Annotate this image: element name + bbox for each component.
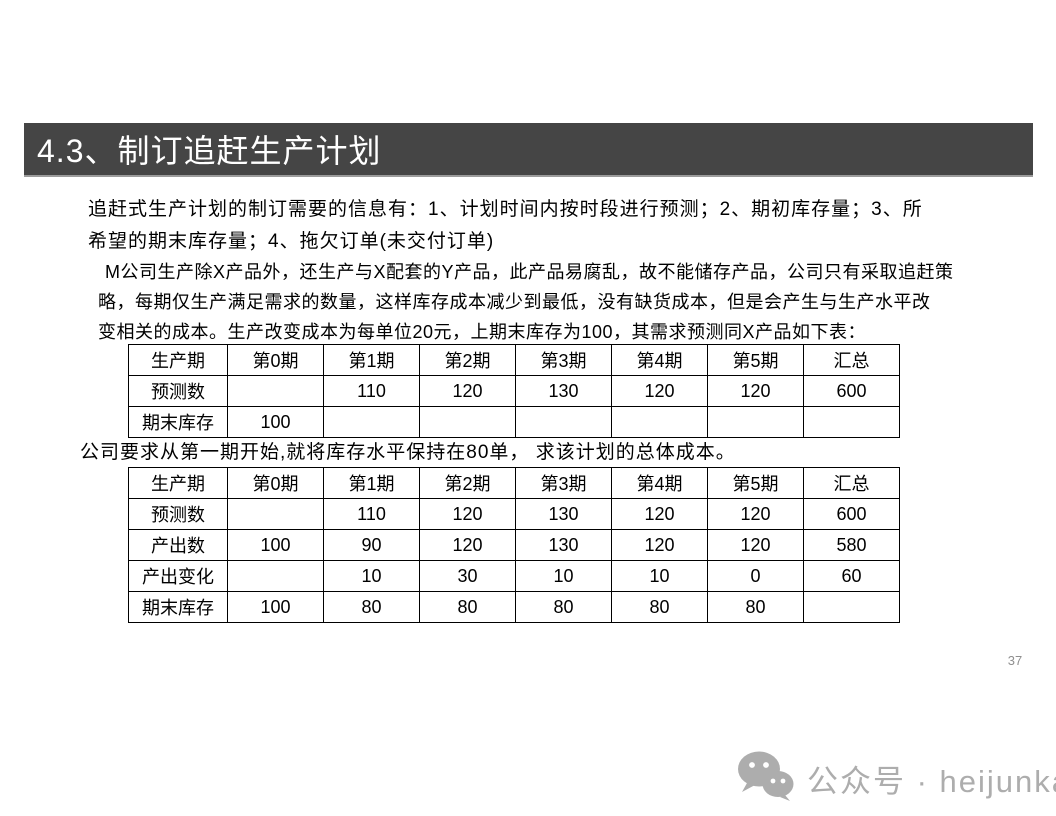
table-cell: 110 bbox=[323, 498, 420, 530]
table-header-cell: 第1期 bbox=[323, 344, 420, 376]
table-row: 预测数 110 120 130 120 120 600 bbox=[128, 498, 900, 530]
table-cell bbox=[227, 498, 324, 530]
table-cell bbox=[707, 406, 804, 438]
question-text: 公司要求从第一期开始,就将库存水平保持在80单， 求该计划的总体成本。 bbox=[80, 442, 736, 463]
table-cell: 130 bbox=[515, 375, 612, 407]
table-cell bbox=[227, 375, 324, 407]
table-row: 期末库存 100 80 80 80 80 80 bbox=[128, 591, 900, 623]
table-cell: 120 bbox=[707, 529, 804, 561]
table-header-cell: 第1期 bbox=[323, 467, 420, 499]
table-cell: 120 bbox=[707, 498, 804, 530]
text-line: 希望的期末库存量；4、拖欠订单(未交付订单) bbox=[88, 231, 495, 252]
table-header-cell: 汇总 bbox=[803, 467, 900, 499]
table-cell: 100 bbox=[227, 406, 324, 438]
table-header-cell: 第0期 bbox=[227, 467, 324, 499]
table-cell: 110 bbox=[323, 375, 420, 407]
table-row: 预测数 110 120 130 120 120 600 bbox=[128, 375, 900, 407]
table-cell: 90 bbox=[323, 529, 420, 561]
table-cell bbox=[419, 406, 516, 438]
table-cell: 120 bbox=[419, 529, 516, 561]
table-cell: 120 bbox=[707, 375, 804, 407]
text-line: 略，每期仅生产满足需求的数量，这样库存成本减少到最低，没有缺货成本，但是会产生与… bbox=[98, 292, 931, 312]
table-cell: 0 bbox=[707, 560, 804, 592]
table-cell: 120 bbox=[611, 529, 708, 561]
page-number: 37 bbox=[1007, 653, 1023, 668]
table-header-row: 生产期 第0期 第1期 第2期 第3期 第4期 第5期 汇总 bbox=[128, 467, 900, 499]
table-cell: 130 bbox=[515, 498, 612, 530]
text-line: M公司生产除X产品外，还生产与X配套的Y产品，此产品易腐乱，故不能储存产品，公司… bbox=[105, 262, 954, 282]
table-cell bbox=[227, 560, 324, 592]
table-cell bbox=[323, 406, 420, 438]
table-header-cell: 生产期 bbox=[128, 344, 228, 376]
table-cell: 80 bbox=[515, 591, 612, 623]
table-cell: 100 bbox=[227, 591, 324, 623]
table-cell: 预测数 bbox=[128, 375, 228, 407]
text-line: 变相关的成本。生产改变成本为每单位20元，上期末库存为100，其需求预测同X产品… bbox=[98, 322, 867, 342]
table-cell: 600 bbox=[803, 375, 900, 407]
table-cell: 120 bbox=[611, 375, 708, 407]
watermark-text: 公众号 · heijunka bbox=[807, 764, 1056, 799]
table-header-cell: 第2期 bbox=[419, 467, 516, 499]
title-bar: 4.3、制订追赶生产计划 bbox=[24, 123, 1033, 177]
table-header-cell: 第3期 bbox=[515, 467, 612, 499]
table-cell bbox=[803, 406, 900, 438]
table-header-cell: 第2期 bbox=[419, 344, 516, 376]
table-row: 期末库存 100 bbox=[128, 406, 900, 438]
table-header-cell: 第0期 bbox=[227, 344, 324, 376]
table-cell: 120 bbox=[419, 375, 516, 407]
table-header-row: 生产期 第0期 第1期 第2期 第3期 第4期 第5期 汇总 bbox=[128, 344, 900, 376]
table-cell: 600 bbox=[803, 498, 900, 530]
table-header-cell: 第3期 bbox=[515, 344, 612, 376]
table-cell: 130 bbox=[515, 529, 612, 561]
table-cell: 10 bbox=[611, 560, 708, 592]
forecast-table: 生产期 第0期 第1期 第2期 第3期 第4期 第5期 汇总 预测数 110 120 130 120 12… bbox=[128, 344, 900, 438]
table-header-cell: 第4期 bbox=[611, 467, 708, 499]
table-cell: 产出变化 bbox=[128, 560, 228, 592]
intro-paragraph: 追赶式生产计划的制订需要的信息有：1、计划时间内按时段进行预测；2、期初库存量；… bbox=[88, 194, 923, 258]
table-header-cell: 第4期 bbox=[611, 344, 708, 376]
table-cell: 120 bbox=[611, 498, 708, 530]
table-header-cell: 第5期 bbox=[707, 467, 804, 499]
table-cell: 100 bbox=[227, 529, 324, 561]
table-header-cell: 生产期 bbox=[128, 467, 228, 499]
table-cell: 80 bbox=[611, 591, 708, 623]
table-header-cell: 第5期 bbox=[707, 344, 804, 376]
text-line: 追赶式生产计划的制订需要的信息有：1、计划时间内按时段进行预测；2、期初库存量；… bbox=[88, 199, 923, 220]
table-cell: 60 bbox=[803, 560, 900, 592]
table-cell: 80 bbox=[419, 591, 516, 623]
table-cell: 30 bbox=[419, 560, 516, 592]
table-header-cell: 汇总 bbox=[803, 344, 900, 376]
table-cell bbox=[611, 406, 708, 438]
table-cell: 580 bbox=[803, 529, 900, 561]
table-cell: 期末库存 bbox=[128, 406, 228, 438]
table-cell: 期末库存 bbox=[128, 591, 228, 623]
plan-table: 生产期 第0期 第1期 第2期 第3期 第4期 第5期 汇总 预测数 110 120 130 120 12… bbox=[128, 467, 900, 623]
table-cell: 80 bbox=[323, 591, 420, 623]
table-row: 产出数 100 90 120 130 120 120 580 bbox=[128, 529, 900, 561]
wechat-icon bbox=[735, 750, 795, 807]
watermark: 公众号 · heijunka bbox=[735, 750, 1056, 807]
table-cell bbox=[515, 406, 612, 438]
table-cell: 80 bbox=[707, 591, 804, 623]
table-cell: 产出数 bbox=[128, 529, 228, 561]
table-cell: 120 bbox=[419, 498, 516, 530]
table-row: 产出变化 10 30 10 10 0 60 bbox=[128, 560, 900, 592]
table-cell bbox=[803, 591, 900, 623]
table-cell: 预测数 bbox=[128, 498, 228, 530]
table-cell: 10 bbox=[323, 560, 420, 592]
page-title: 4.3、制订追赶生产计划 bbox=[37, 133, 382, 169]
table-cell: 10 bbox=[515, 560, 612, 592]
case-paragraph: M公司生产除X产品外，还生产与X配套的Y产品，此产品易腐乱，故不能储存产品，公司… bbox=[98, 257, 954, 347]
